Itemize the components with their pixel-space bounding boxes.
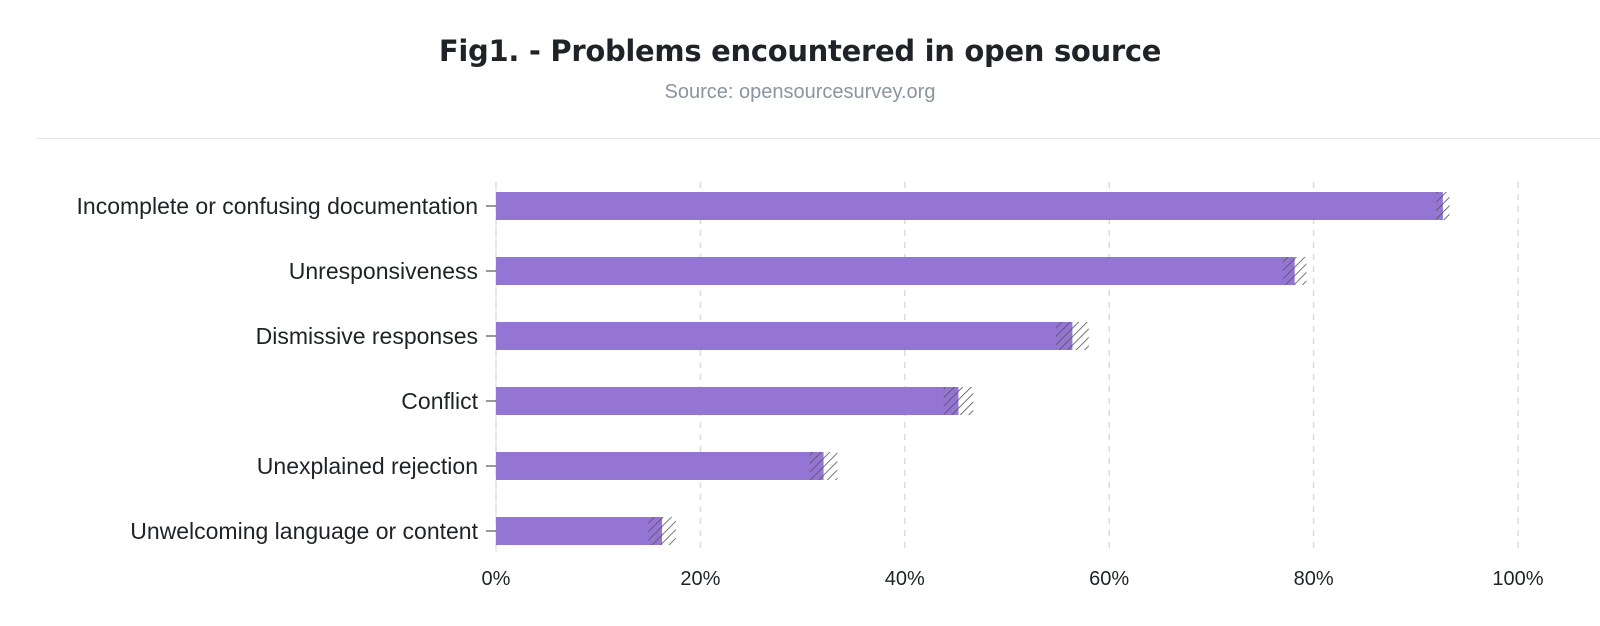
bar-uncertainty xyxy=(1056,322,1089,350)
bar-uncertainty xyxy=(943,387,974,415)
category-label: Conflict xyxy=(401,388,478,414)
x-tick-label: 100% xyxy=(1492,568,1543,590)
bar-uncertainty xyxy=(1436,192,1450,220)
x-tick-label: 0% xyxy=(482,568,511,590)
bar-uncertainty xyxy=(1282,257,1307,285)
category-label: Unresponsiveness xyxy=(289,258,478,284)
x-tick-label: 60% xyxy=(1089,568,1129,590)
chart-title: Fig1. - Problems encountered in open sou… xyxy=(438,34,1162,68)
category-label: Dismissive responses xyxy=(256,323,478,349)
bar xyxy=(496,257,1295,285)
bar xyxy=(496,517,663,545)
bar xyxy=(496,192,1443,220)
header-divider xyxy=(36,138,1600,139)
category-label: Unwelcoming language or content xyxy=(130,518,478,544)
x-tick-label: 80% xyxy=(1294,568,1334,590)
bar xyxy=(496,322,1073,350)
bar xyxy=(496,387,959,415)
category-label: Unexplained rejection xyxy=(257,453,478,479)
x-tick-label: 20% xyxy=(680,568,720,590)
x-tick-label: 40% xyxy=(885,568,925,590)
bar-uncertainty xyxy=(809,452,838,480)
chart-subtitle: Source: opensourcesurvey.org xyxy=(664,81,936,103)
bar xyxy=(496,452,824,480)
category-label: Incomplete or confusing documentation xyxy=(77,193,478,219)
bar-uncertainty xyxy=(648,517,676,545)
